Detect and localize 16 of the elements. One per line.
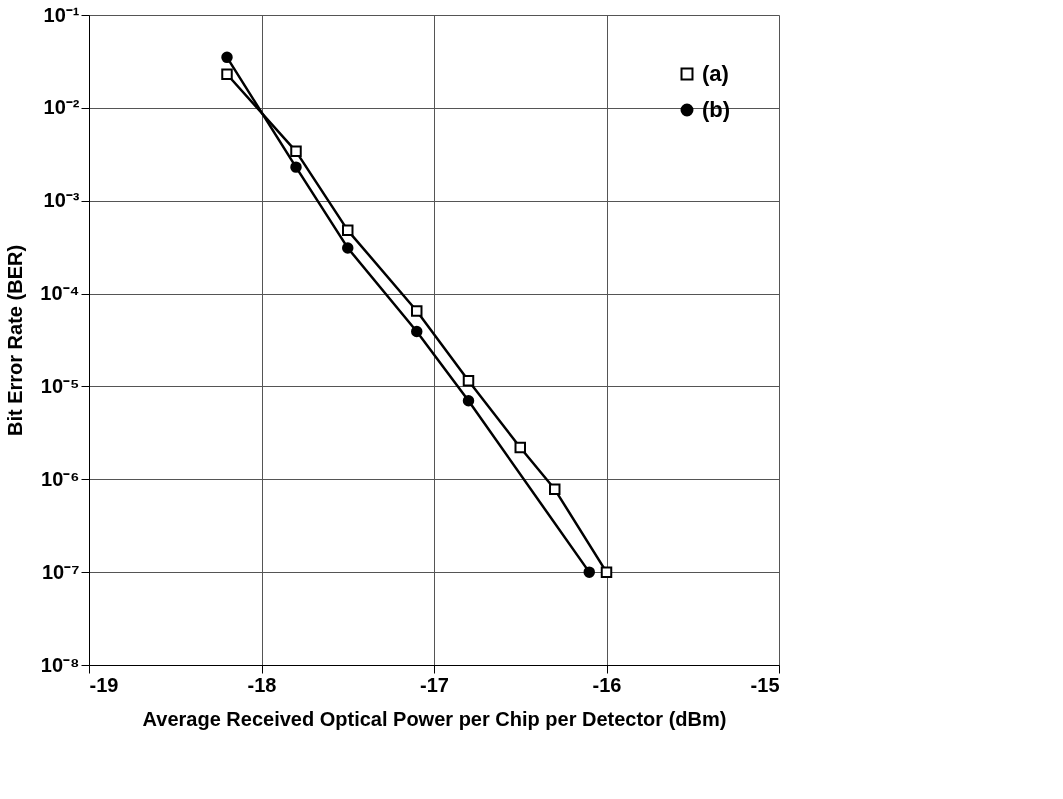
y-axis-title: Bit Error Rate (BER) xyxy=(4,244,27,437)
y-tick-label: 10⁻³ xyxy=(43,189,80,212)
y-tick-label: 10⁻⁴ xyxy=(40,282,80,305)
x-tick-label: -19 xyxy=(89,673,119,696)
x-tick-label: -17 xyxy=(420,673,449,696)
x-tick-label: -18 xyxy=(247,673,277,696)
x-tick-label: -16 xyxy=(592,673,622,696)
y-tick-label: 10⁻⁸ xyxy=(40,653,80,676)
y-tick-label: 10⁻⁶ xyxy=(41,467,80,490)
y-tick-label: 10⁻⁷ xyxy=(42,560,80,583)
legend-label: (a) xyxy=(702,61,729,86)
x-tick-label: -15 xyxy=(750,673,780,696)
y-tick-label: 10⁻² xyxy=(43,96,80,119)
x-axis-title: Average Received Optical Power per Chip per Detector (dBm) xyxy=(142,707,727,730)
y-tick-label: 10⁻¹ xyxy=(43,3,80,26)
y-tick-label: 10⁻⁵ xyxy=(40,374,80,397)
